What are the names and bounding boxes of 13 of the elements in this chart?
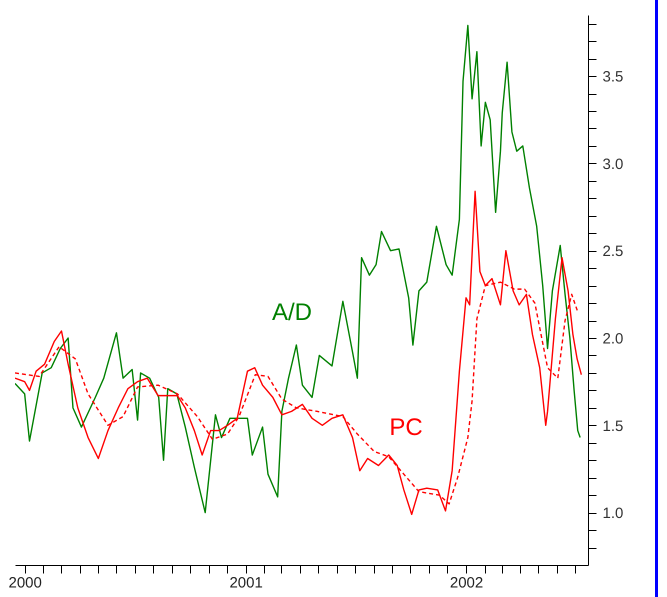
line-series bbox=[15, 190, 582, 516]
y-tick-label: 1.0 bbox=[602, 505, 624, 522]
y-tick-label: 2.5 bbox=[602, 243, 624, 260]
y-tick-label: 3.0 bbox=[602, 156, 624, 173]
series-label: PC bbox=[389, 414, 423, 441]
x-tick-label: 2001 bbox=[229, 574, 263, 592]
line-series bbox=[15, 24, 581, 514]
x-tick-label: 2000 bbox=[8, 574, 42, 592]
y-tick-label: 1.5 bbox=[602, 418, 624, 435]
x-tick-label: 2002 bbox=[450, 574, 484, 592]
y-tick-label: 2.0 bbox=[602, 330, 624, 348]
series-label: A/D bbox=[272, 299, 312, 326]
y-tick-label: 3.5 bbox=[602, 68, 624, 86]
